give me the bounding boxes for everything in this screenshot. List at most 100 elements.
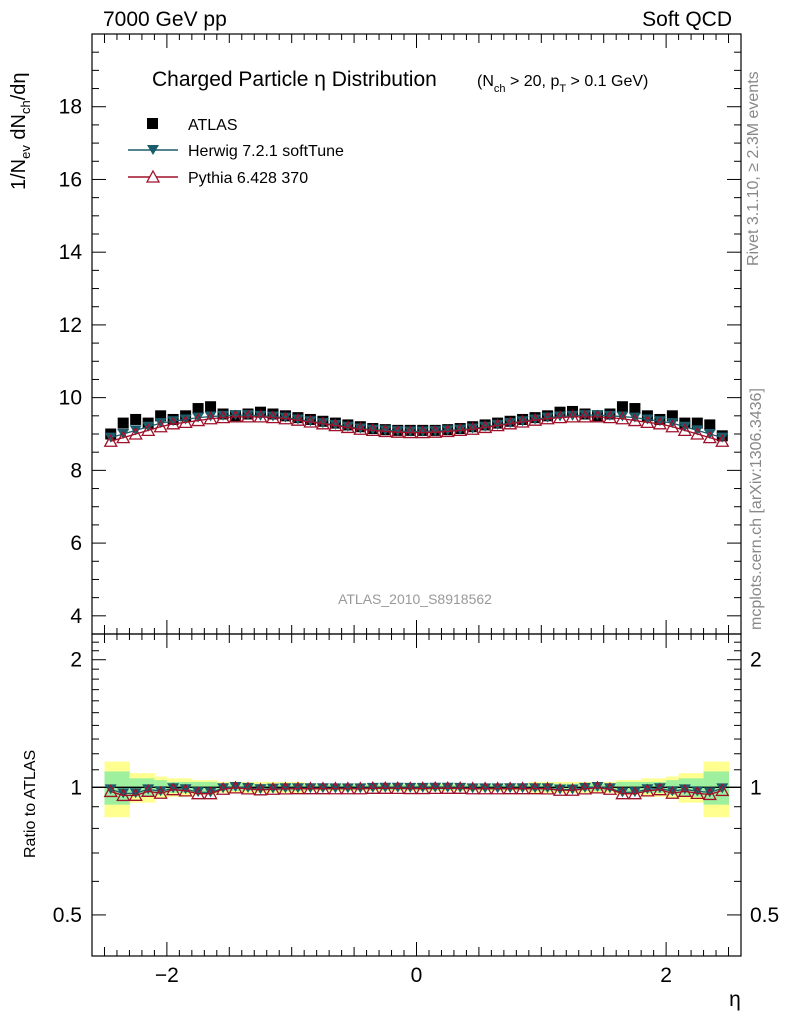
- pythia-point: [353, 421, 368, 435]
- herwig-point: [217, 410, 230, 421]
- herwig-ratio-point: [229, 781, 242, 792]
- herwig-ratio-point: [129, 788, 142, 799]
- chart-title: Charged Particle η Distribution: [152, 68, 437, 91]
- pythia-point: [665, 419, 680, 433]
- ratio-tick-label-left: 2: [70, 649, 82, 672]
- herwig-point: [404, 426, 417, 437]
- herwig-ratio-point: [616, 787, 629, 798]
- atlas-point: [117, 417, 129, 429]
- y-tick-label: 12: [59, 314, 82, 337]
- herwig-point: [603, 410, 616, 421]
- herwig-point: [541, 412, 554, 423]
- atlas-point: [616, 401, 628, 413]
- herwig-point: [366, 424, 379, 435]
- herwig-point: [466, 423, 479, 434]
- pythia-ratio-point: [590, 780, 605, 794]
- pythia-ratio-point: [577, 781, 593, 795]
- ratio-tick-label-left: 1: [70, 776, 82, 799]
- ratio-band-inner: [116, 771, 130, 805]
- legend-label-atlas: ATLAS: [188, 117, 238, 134]
- pythia-point: [702, 430, 717, 444]
- herwig-ratio-point: [217, 783, 230, 794]
- legend-marker-atlas: [147, 118, 158, 129]
- herwig-ratio-point: [628, 787, 641, 798]
- pythia-point: [590, 409, 605, 423]
- pythia-ratio-point: [203, 786, 218, 800]
- pythia-point: [328, 418, 343, 432]
- chart-title-cuts: (Nch > 20, pT > 0.1 GeV): [477, 73, 648, 95]
- herwig-point: [591, 410, 604, 421]
- process-label: Soft QCD: [642, 8, 732, 31]
- pythia-ratio-point: [116, 788, 131, 802]
- herwig-point: [229, 410, 242, 421]
- herwig-point: [716, 432, 729, 443]
- pythia-ratio-point: [328, 781, 343, 795]
- pythia-point: [428, 424, 443, 438]
- pythia-point: [577, 409, 593, 423]
- herwig-point: [154, 418, 167, 429]
- pythia-ratio-point: [465, 781, 480, 795]
- y-tick-label: 16: [59, 168, 82, 191]
- atlas-point: [192, 403, 204, 415]
- pythia-ratio-point: [228, 780, 243, 794]
- pythia-ratio-point: [166, 782, 181, 796]
- pythia-point: [677, 423, 692, 437]
- x-axis-label: η: [729, 988, 741, 1011]
- pythia-point: [116, 430, 131, 444]
- pythia-ratio-point: [253, 782, 268, 796]
- pythia-point: [503, 416, 518, 430]
- pythia-ratio-point: [240, 781, 256, 795]
- pythia-point: [103, 433, 118, 447]
- herwig-point: [554, 411, 567, 422]
- herwig-ratio-point: [641, 784, 654, 795]
- herwig-ratio-point: [678, 784, 691, 795]
- pythia-point: [253, 409, 268, 423]
- analysis-label: ATLAS_2010_S8918562: [338, 591, 492, 607]
- y-tick-label: 18: [59, 96, 82, 119]
- herwig-point: [179, 414, 192, 425]
- herwig-point: [566, 410, 579, 421]
- pythia-point: [615, 411, 630, 425]
- legend-label-herwig: Herwig 7.2.1 softTune: [188, 143, 344, 160]
- herwig-point: [529, 414, 542, 425]
- herwig-point: [504, 418, 517, 429]
- herwig-point: [204, 411, 217, 422]
- legend: ATLAS Herwig 7.2.1 softTune Pythia 6.428…: [128, 117, 344, 187]
- y-tick-label: 8: [70, 459, 82, 482]
- pythia-point: [690, 426, 705, 440]
- pythia-point: [552, 410, 568, 424]
- herwig-point: [691, 425, 704, 436]
- herwig-point: [316, 418, 329, 429]
- legend-marker-pythia: [145, 169, 161, 183]
- herwig-point: [678, 421, 691, 432]
- herwig-point: [416, 426, 429, 437]
- pythia-ratio-point: [353, 781, 368, 795]
- herwig-point: [129, 425, 142, 436]
- pythia-ratio-point: [153, 785, 168, 799]
- herwig-ratio-point: [142, 784, 155, 795]
- pythia-point: [228, 409, 243, 423]
- pythia-ratio-point: [415, 781, 430, 795]
- herwig-point: [479, 421, 492, 432]
- pythia-point: [315, 416, 330, 430]
- pythia-point: [478, 420, 493, 434]
- herwig-ratio-point: [603, 783, 616, 794]
- x-tick-label: 0: [411, 964, 423, 987]
- herwig-ratio-point: [691, 786, 704, 797]
- pythia-ratio-point: [428, 780, 443, 794]
- herwig-point: [653, 416, 666, 427]
- ratio-tick-label-left: 0.5: [53, 904, 82, 927]
- pythia-ratio-point: [453, 780, 468, 794]
- atlas-point: [629, 403, 641, 415]
- herwig-point: [429, 426, 442, 437]
- x-tick-label: 2: [660, 964, 672, 987]
- herwig-point: [354, 423, 367, 434]
- atlas-point: [155, 410, 167, 422]
- herwig-ratio-point: [703, 787, 716, 798]
- pythia-ratio-point: [378, 780, 393, 794]
- herwig-ratio-point: [192, 787, 205, 798]
- data-markers: [103, 401, 730, 802]
- pythia-ratio-point: [478, 781, 493, 795]
- pythia-point: [290, 412, 306, 426]
